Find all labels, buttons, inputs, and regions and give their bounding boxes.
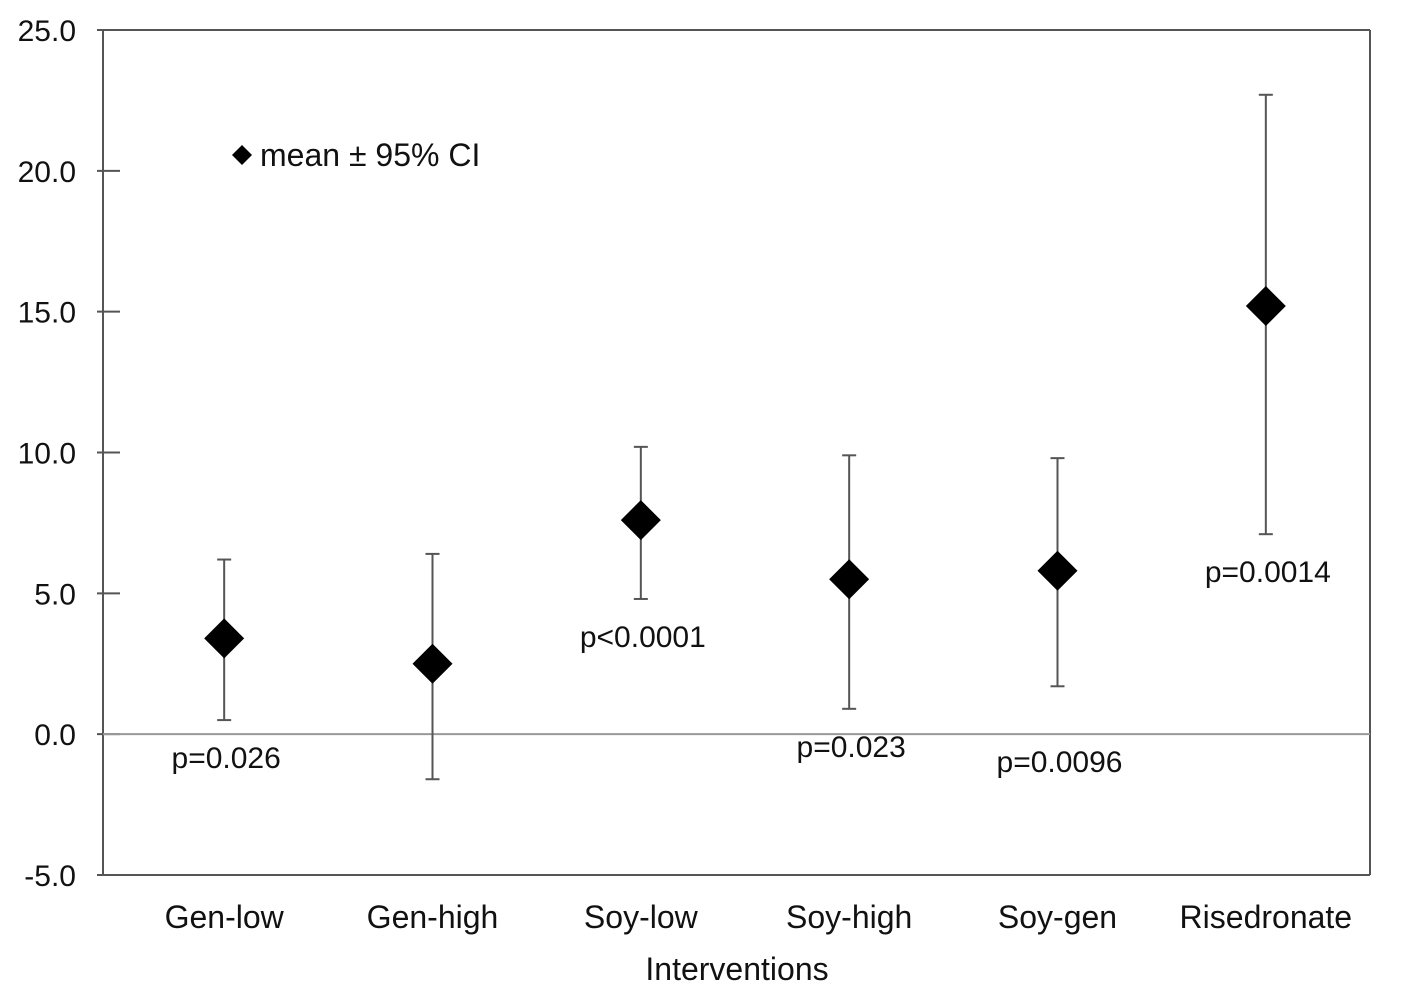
- y-axis: 25.0 20.0 15.0 10.0 5.0 0.0 -5.0: [18, 15, 120, 893]
- mean-point-diamond: [829, 559, 870, 600]
- y-tick-label: 10.0: [18, 438, 76, 471]
- x-axis: Gen-low Gen-high Soy-low Soy-high Soy-gen Ris…: [165, 899, 1353, 987]
- mean-point-diamond: [1245, 286, 1286, 327]
- x-tick-label: Gen-high: [367, 899, 499, 935]
- p-value-annotation: p=0.0014: [1205, 556, 1331, 589]
- legend-label: mean ± 95% CI: [260, 137, 480, 173]
- y-tick-label: 15.0: [18, 297, 76, 330]
- mean-point-diamond: [1037, 550, 1078, 591]
- y-tick-label: 25.0: [18, 15, 76, 48]
- x-axis-title: Interventions: [645, 951, 828, 987]
- y-tick-label: 20.0: [18, 156, 76, 189]
- x-tick-label: Soy-gen: [998, 899, 1117, 935]
- p-value-annotation: p=0.0096: [997, 746, 1123, 779]
- x-tick-label: Soy-high: [786, 899, 912, 935]
- y-tick-label: 5.0: [34, 578, 76, 611]
- p-value-annotation: p<0.0001: [580, 621, 706, 654]
- y-tick-label: -5.0: [24, 860, 76, 893]
- legend-marker: [232, 145, 252, 165]
- mean-point-diamond: [204, 618, 245, 659]
- mean-point-diamond: [620, 500, 661, 541]
- data-points: [204, 286, 1286, 684]
- x-tick-label: Risedronate: [1180, 899, 1353, 935]
- mean-point-diamond: [412, 643, 453, 684]
- p-value-annotation: p=0.026: [172, 742, 281, 775]
- x-tick-label: Gen-low: [165, 899, 285, 935]
- p-value-annotation: p=0.023: [797, 731, 906, 764]
- error-bars: [217, 93, 1273, 781]
- annotations: p=0.026 p<0.0001 p=0.023 p=0.0096 p=0.0014: [172, 556, 1331, 779]
- legend: mean ± 95% CI: [232, 137, 480, 173]
- x-tick-label: Soy-low: [584, 899, 699, 935]
- y-tick-label: 0.0: [34, 719, 76, 752]
